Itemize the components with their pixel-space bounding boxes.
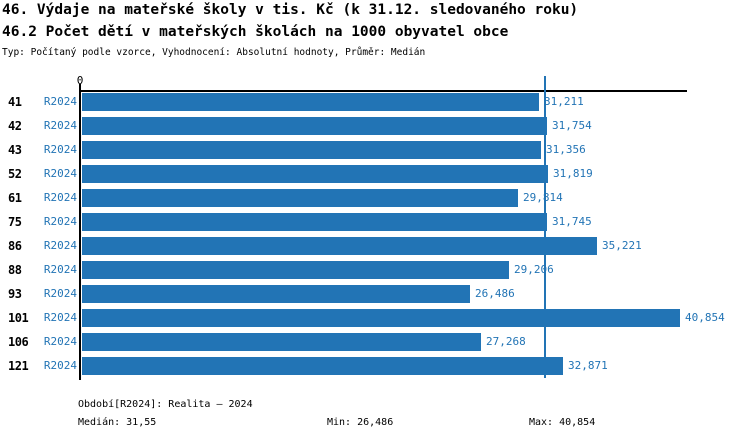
footer-median-label: Medián: 31,55 — [78, 417, 157, 428]
series-label: R2024 — [43, 191, 77, 204]
chart-row: 86 R2024 35,221 — [0, 237, 750, 255]
bar — [82, 165, 548, 183]
footer-period-label: Období[R2024]: Realita – 2024 — [78, 399, 253, 410]
category-label: 93 — [8, 287, 22, 301]
value-label: 31,754 — [552, 119, 592, 132]
series-label: R2024 — [43, 167, 77, 180]
category-label: 75 — [8, 215, 22, 229]
bar — [82, 141, 541, 159]
chart-row: 61 R2024 29,814 — [0, 189, 750, 207]
chart-row: 43 R2024 31,356 — [0, 141, 750, 159]
series-label: R2024 — [43, 239, 77, 252]
chart-title-line2: 46.2 Počet dětí v mateřských školách na … — [2, 24, 509, 40]
footer-max-label: Max: 40,854 — [529, 417, 596, 428]
y-axis-line — [79, 84, 81, 380]
category-label: 61 — [8, 191, 22, 205]
category-label: 88 — [8, 263, 22, 277]
category-label: 101 — [8, 311, 29, 325]
bar — [82, 117, 547, 135]
chart-row: 42 R2024 31,754 — [0, 117, 750, 135]
category-label: 86 — [8, 239, 22, 253]
value-label: 31,211 — [544, 95, 584, 108]
series-label: R2024 — [43, 359, 77, 372]
chart-row: 52 R2024 31,819 — [0, 165, 750, 183]
value-label: 26,486 — [475, 287, 515, 300]
chart-row: 41 R2024 31,211 — [0, 93, 750, 111]
series-label: R2024 — [43, 95, 77, 108]
value-label: 31,356 — [546, 143, 586, 156]
series-label: R2024 — [43, 335, 77, 348]
category-label: 52 — [8, 167, 22, 181]
bar — [82, 93, 539, 111]
bar — [82, 261, 509, 279]
series-label: R2024 — [43, 263, 77, 276]
category-label: 41 — [8, 95, 22, 109]
bar — [82, 213, 547, 231]
bar — [82, 189, 518, 207]
chart-row: 75 R2024 31,745 — [0, 213, 750, 231]
series-label: R2024 — [43, 311, 77, 324]
chart-title-line1: 46. Výdaje na mateřské školy v tis. Kč (… — [2, 2, 579, 18]
chart-row: 106 R2024 27,268 — [0, 333, 750, 351]
value-label: 29,814 — [523, 191, 563, 204]
bar — [82, 333, 481, 351]
chart-row: 93 R2024 26,486 — [0, 285, 750, 303]
bar — [82, 309, 680, 327]
chart-row: 121 R2024 32,871 — [0, 357, 750, 375]
value-label: 31,745 — [552, 215, 592, 228]
chart-row: 88 R2024 29,206 — [0, 261, 750, 279]
x-axis-line — [79, 90, 687, 92]
chart-subtitle: Typ: Počítaný podle vzorce, Vyhodnocení:… — [2, 47, 426, 58]
category-label: 42 — [8, 119, 22, 133]
chart-row: 101 R2024 40,854 — [0, 309, 750, 327]
x-axis-zero-tick-label: 0 — [76, 74, 84, 87]
category-label: 43 — [8, 143, 22, 157]
value-label: 32,871 — [568, 359, 608, 372]
footer-min-label: Min: 26,486 — [327, 417, 394, 428]
series-label: R2024 — [43, 215, 77, 228]
value-label: 27,268 — [486, 335, 526, 348]
value-label: 31,819 — [553, 167, 593, 180]
bar — [82, 237, 597, 255]
series-label: R2024 — [43, 143, 77, 156]
bar — [82, 357, 563, 375]
series-label: R2024 — [43, 119, 77, 132]
series-label: R2024 — [43, 287, 77, 300]
value-label: 40,854 — [685, 311, 725, 324]
value-label: 35,221 — [602, 239, 642, 252]
bar — [82, 285, 470, 303]
category-label: 106 — [8, 335, 29, 349]
category-label: 121 — [8, 359, 29, 373]
value-label: 29,206 — [514, 263, 554, 276]
